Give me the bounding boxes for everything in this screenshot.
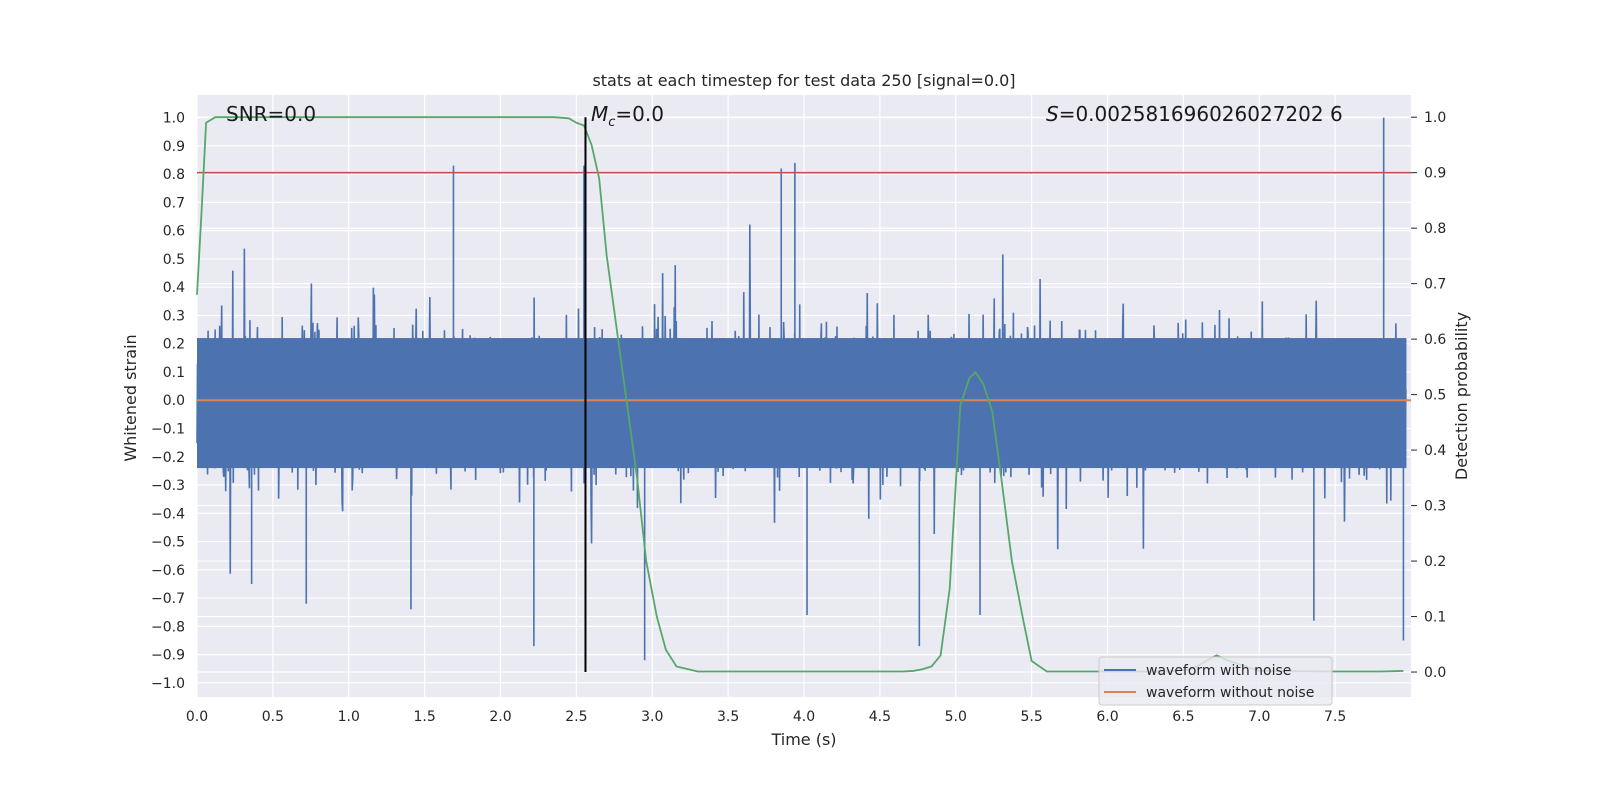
series-noise-core: [197, 338, 1407, 469]
y-tick-label: 0.0: [163, 393, 185, 409]
y-tick-label: 0.2: [163, 337, 185, 353]
x-tick-label: 7.0: [1248, 709, 1270, 725]
legend: waveform with noise waveform without noi…: [1098, 656, 1333, 706]
y-tick-label: −0.4: [151, 506, 185, 522]
y-tick-label: 1.0: [163, 111, 185, 127]
legend-box: [1098, 656, 1333, 706]
y-tick-label: −0.7: [151, 591, 185, 607]
y2-tick-label: 0.2: [1424, 554, 1446, 570]
x-tick-label: 1.0: [338, 709, 360, 725]
x-tick-label: 3.5: [717, 709, 739, 725]
y2-tick-label: 0.4: [1424, 443, 1446, 459]
y-tick-label: 0.6: [163, 224, 185, 240]
x-tick-label: 1.5: [413, 709, 435, 725]
mc-subscript: c: [608, 115, 615, 130]
y2-tick-label: 0.9: [1424, 166, 1446, 182]
x-tick-label: 4.5: [869, 709, 891, 725]
noise-series: [196, 117, 1407, 661]
snr-annotation: SNR=0.0: [226, 102, 316, 126]
y-tick-label: −0.3: [151, 478, 185, 494]
y-tick-label: 0.3: [163, 308, 185, 324]
s-annotation: S=0.002581696026027202 6: [1046, 102, 1343, 126]
y-tick-label: 0.4: [163, 280, 185, 296]
s-value: =0.002581696026027202 6: [1059, 102, 1343, 126]
y2-axis-label: Detection probability: [1452, 312, 1471, 480]
y2-tick-label: 0.1: [1424, 610, 1446, 626]
ticks: 0.0 0.5 1.0 1.5 2.0 2.5 3.0 3.5 4.0 4.5 5.0 5.5 6.0 6…: [151, 110, 1446, 725]
y2-tick-label: 0.5: [1424, 388, 1446, 404]
y-tick-label: −0.9: [151, 648, 185, 664]
y-tick-label: −0.1: [151, 422, 185, 438]
y-axis-label: Whitened strain: [121, 334, 140, 461]
x-tick-label: 0.0: [186, 709, 208, 725]
y2-tick-label: 0.6: [1424, 332, 1446, 348]
legend-label-noise: waveform with noise: [1146, 663, 1291, 679]
y2-tick-label: 0.3: [1424, 499, 1446, 515]
y-tick-label: −0.6: [151, 563, 185, 579]
y-tick-label: 0.7: [163, 195, 185, 211]
legend-label-clean: waveform without noise: [1146, 685, 1314, 701]
mc-symbol: M: [591, 102, 608, 126]
s-symbol: S: [1046, 102, 1059, 126]
x-tick-label: 3.0: [641, 709, 663, 725]
y2-tick-label: 0.8: [1424, 221, 1446, 237]
x-tick-label: 2.5: [565, 709, 587, 725]
y2-tick-label: 1.0: [1424, 110, 1446, 126]
mc-annotation: Mc=0.0: [591, 102, 664, 130]
y-tick-label: −0.8: [151, 619, 185, 635]
y2-tick-label: 0.7: [1424, 277, 1446, 293]
y-tick-label: 0.8: [163, 167, 185, 183]
x-tick-label: 0.5: [262, 709, 284, 725]
x-axis-label: Time (s): [770, 730, 836, 749]
y2-tick-label: 0.0: [1424, 665, 1446, 681]
chart-title: stats at each timestep for test data 250…: [592, 71, 1015, 90]
x-tick-label: 6.5: [1172, 709, 1194, 725]
y-tick-label: −1.0: [151, 676, 185, 692]
x-tick-label: 2.0: [489, 709, 511, 725]
y-tick-label: −0.5: [151, 535, 185, 551]
mc-value: =0.0: [615, 102, 664, 126]
x-tick-label: 7.5: [1324, 709, 1346, 725]
y-tick-label: 0.5: [163, 252, 185, 268]
y-tick-label: 0.1: [163, 365, 185, 381]
y-tick-label: 0.9: [163, 139, 185, 155]
x-tick-label: 4.0: [793, 709, 815, 725]
x-tick-label: 6.0: [1096, 709, 1118, 725]
x-tick-label: 5.0: [945, 709, 967, 725]
x-tick-label: 5.5: [1020, 709, 1042, 725]
y-tick-label: −0.2: [151, 450, 185, 466]
